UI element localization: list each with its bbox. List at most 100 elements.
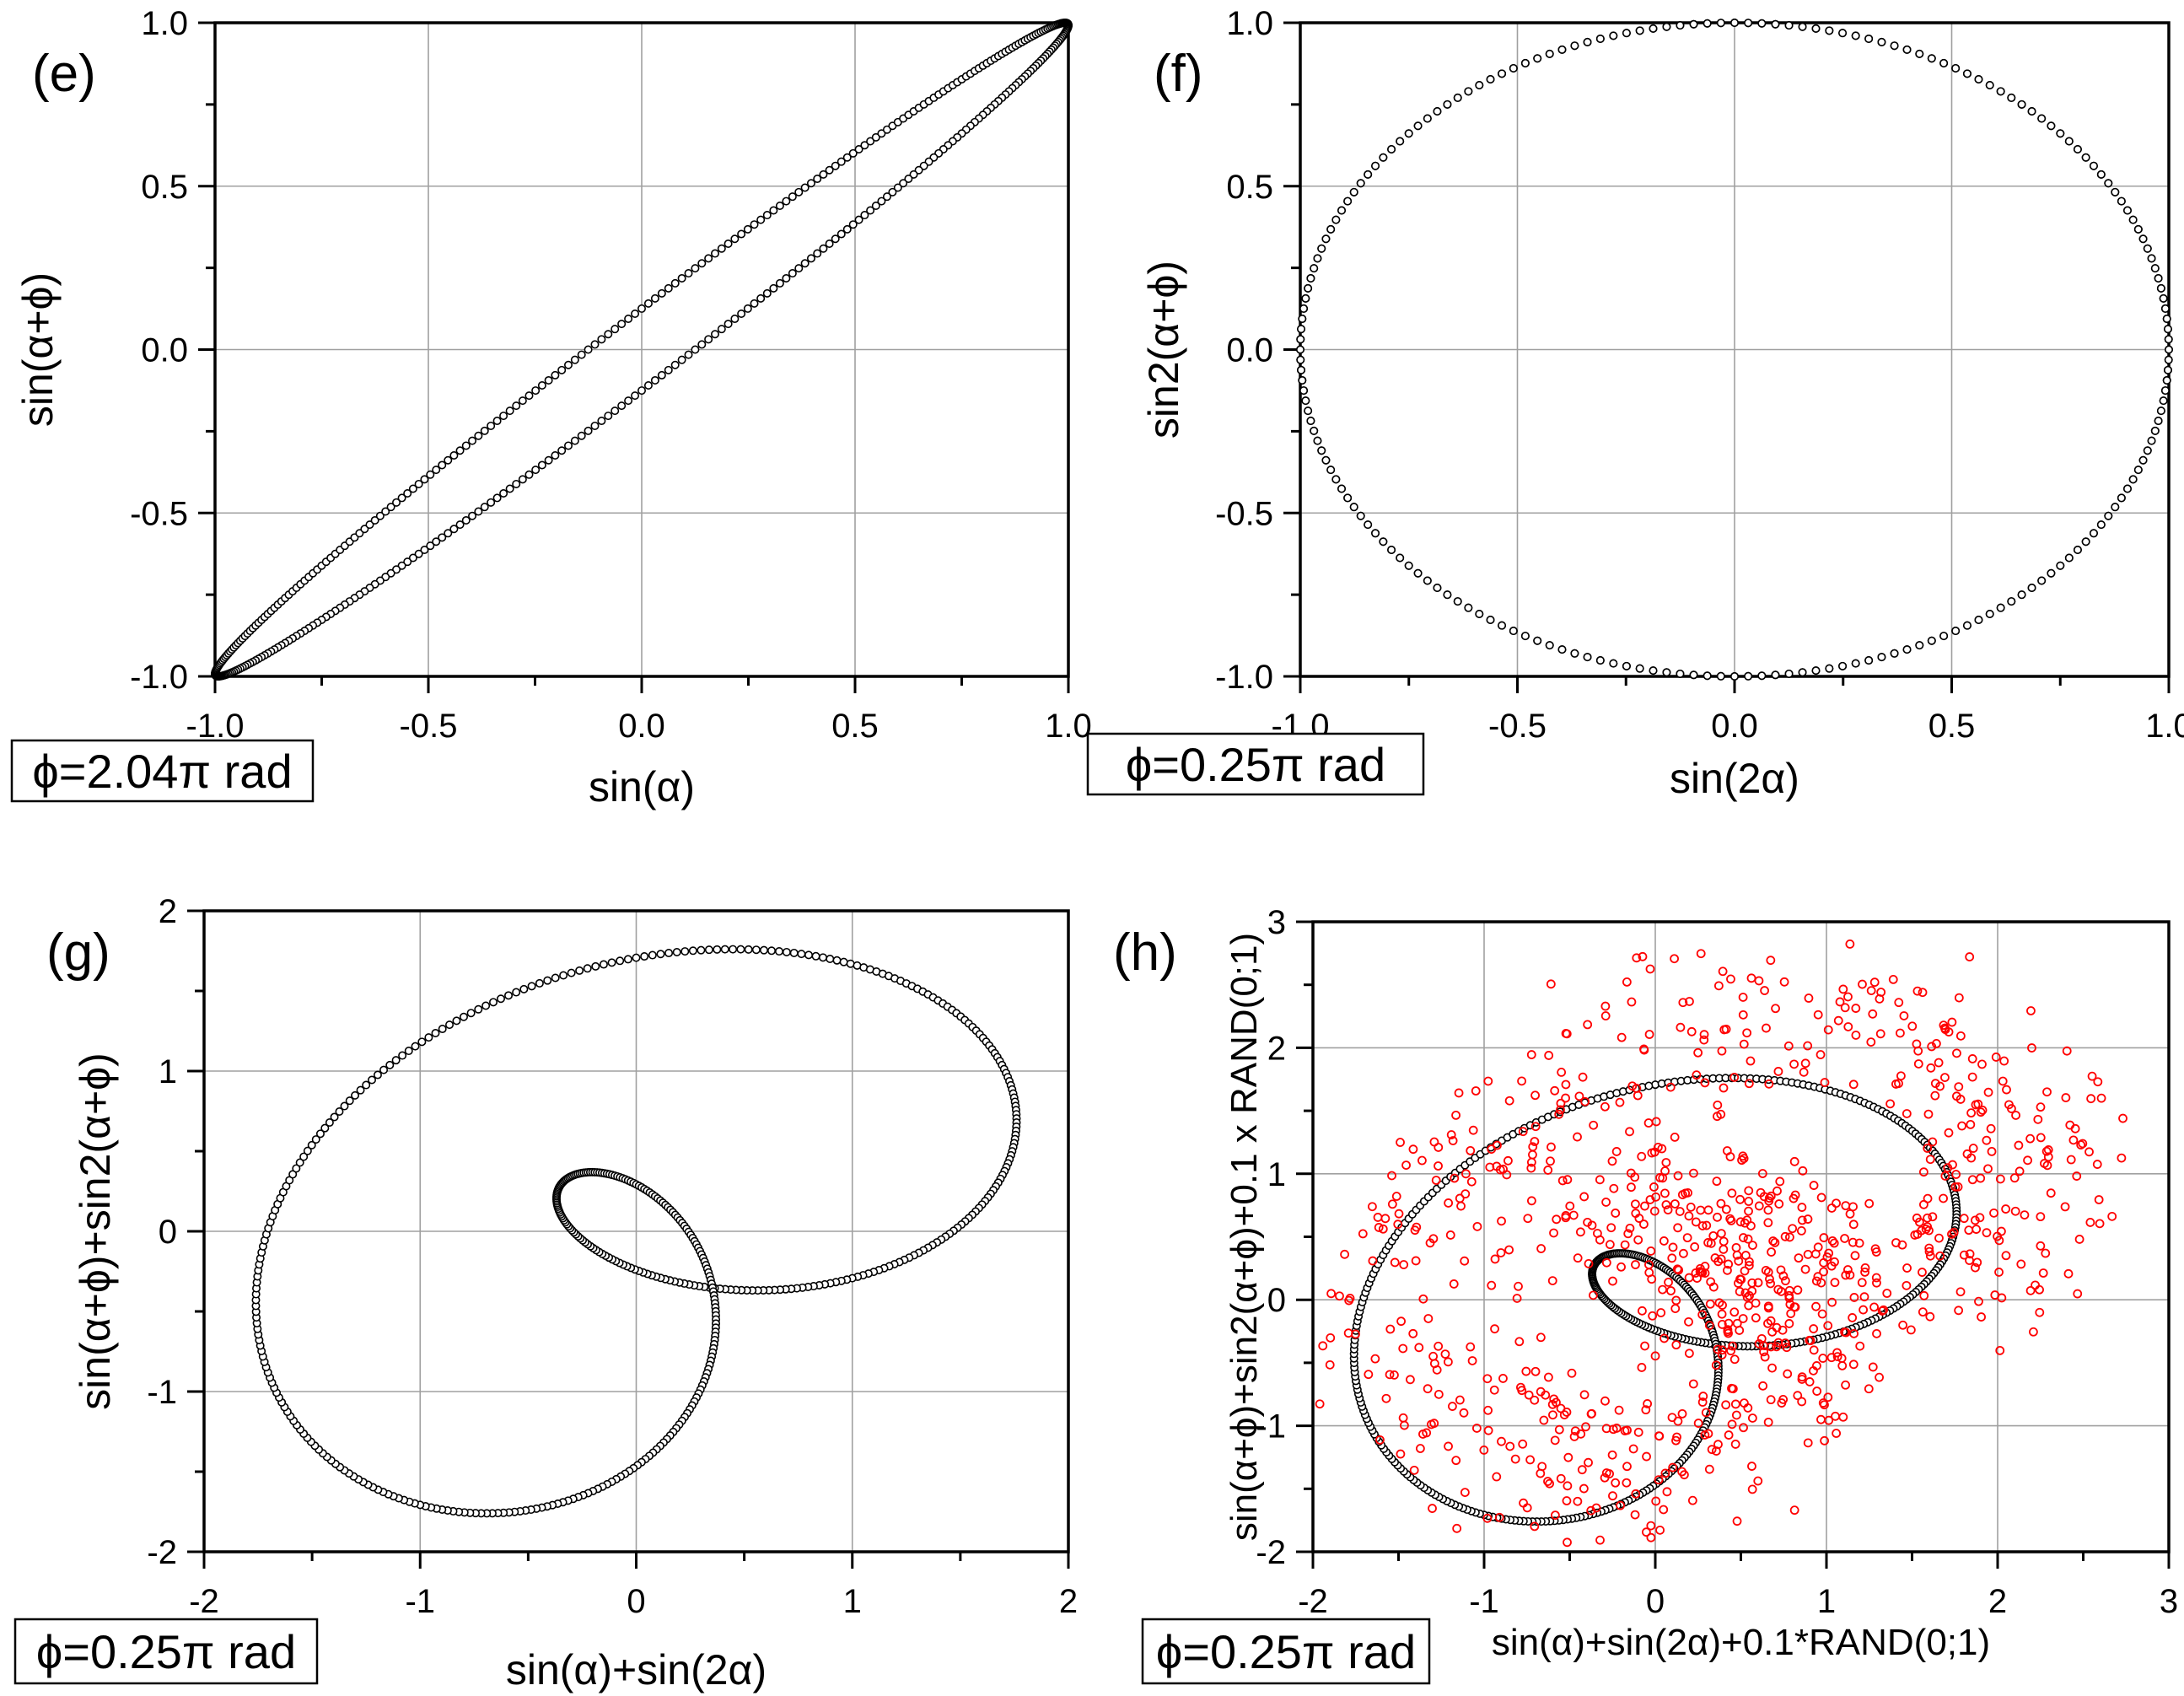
data-point — [1475, 81, 1484, 90]
data-point-noisy — [1368, 1202, 1377, 1212]
data-point-noisy — [1609, 1183, 1619, 1193]
data-point-noisy — [1655, 1525, 1665, 1535]
data-point — [704, 254, 713, 263]
data-point — [854, 144, 863, 153]
data-point-noisy — [1989, 1208, 1998, 1218]
data-point-noisy — [1744, 1261, 1754, 1270]
data-point — [2147, 254, 2156, 263]
data-point-noisy — [1455, 1193, 1465, 1203]
chart-panel: -2 -1 0 1 2 -2 -1 0 1 2 sin(α)+sin(2α) sin(α+ϕ)+sin… — [13, 893, 1078, 1693]
data-point-noisy — [1772, 1322, 1782, 1333]
data-point-noisy — [1536, 1244, 1547, 1253]
data-point-noisy — [1768, 1236, 1778, 1246]
data-point-noisy — [1816, 1050, 1826, 1059]
data-point — [1520, 632, 1530, 641]
data-point — [577, 350, 586, 359]
data-point — [762, 288, 772, 298]
data-point — [1475, 609, 1484, 618]
data-point — [1609, 659, 1618, 668]
data-point — [2154, 273, 2163, 283]
data-point-noisy — [1504, 1155, 1513, 1166]
data-point-noisy — [1568, 1210, 1579, 1220]
data-point-noisy — [1819, 1267, 1828, 1277]
data-point-noisy — [1939, 1020, 1949, 1031]
data-point — [624, 315, 633, 324]
data-point-noisy — [1543, 1477, 1552, 1486]
data-point — [1877, 653, 1886, 662]
phase-badge — [10, 739, 315, 803]
data-point — [717, 325, 726, 334]
data-point — [1570, 649, 1579, 658]
data-point — [468, 436, 477, 445]
data-point — [557, 446, 567, 455]
data-point-noisy — [1745, 1257, 1754, 1267]
data-point — [444, 455, 453, 465]
data-point-noisy — [1952, 1048, 1961, 1058]
data-point — [2156, 407, 2165, 416]
data-point-noisy — [1396, 1449, 1406, 1459]
data-point-noisy — [1627, 1182, 1636, 1193]
data-point-noisy — [1754, 1339, 1764, 1349]
data-point-noisy — [1497, 1216, 1506, 1226]
panel-label: (f) — [1154, 45, 1203, 103]
data-point — [1757, 671, 1767, 681]
data-point — [504, 991, 514, 1000]
data-point-noisy — [1483, 1076, 1493, 1086]
data-point-noisy — [1798, 1166, 1808, 1176]
data-point-noisy — [1396, 1316, 1407, 1327]
data-point-noisy — [1650, 1351, 1660, 1361]
data-point-noisy — [1446, 1130, 1456, 1139]
data-point-noisy — [1492, 1472, 1502, 1482]
data-point-noisy — [1622, 1478, 1632, 1488]
data-point — [2104, 511, 2113, 520]
data-point — [1371, 529, 1380, 538]
data-point-noisy — [1699, 1035, 1709, 1045]
series-curve — [1296, 18, 2174, 681]
data-point-noisy — [2025, 1133, 2036, 1144]
data-point — [1349, 187, 1358, 197]
data-point-noisy — [1649, 1147, 1660, 1157]
data-point-noisy — [1374, 1223, 1384, 1232]
data-point-noisy — [2016, 1259, 2026, 1269]
data-point-noisy — [1947, 1229, 1956, 1239]
data-point — [704, 335, 713, 344]
data-point-noisy — [1586, 1505, 1596, 1516]
data-point-noisy — [1684, 1349, 1694, 1359]
data-point-noisy — [1731, 1410, 1741, 1420]
data-point-noisy — [1902, 1263, 1912, 1273]
y-axis-label: sin(α+ϕ) — [14, 272, 62, 427]
data-point-noisy — [1530, 1366, 1541, 1376]
data-point — [871, 132, 880, 142]
data-point-noisy — [1573, 1253, 1583, 1263]
data-point-noisy — [1703, 1238, 1713, 1247]
data-point-noisy — [1760, 1352, 1770, 1362]
data-point-noisy — [2062, 1046, 2072, 1056]
data-point-noisy — [1607, 1450, 1617, 1460]
data-point-noisy — [1693, 1419, 1703, 1428]
data-point — [1356, 179, 1365, 188]
data-point-noisy — [2118, 1113, 2128, 1123]
data-point-noisy — [1848, 1237, 1858, 1247]
data-point-noisy — [1700, 1430, 1710, 1440]
data-point — [2165, 345, 2174, 354]
data-point-noisy — [1455, 1395, 1465, 1405]
data-point-noisy — [1451, 1456, 1461, 1466]
data-point — [710, 249, 719, 258]
data-point-noisy — [1431, 1176, 1441, 1185]
data-point — [2081, 537, 2090, 546]
data-point-noisy — [1966, 1108, 1977, 1118]
data-point — [597, 335, 606, 344]
data-point — [438, 1025, 447, 1034]
data-point — [362, 1080, 371, 1090]
data-point — [2089, 161, 2098, 170]
data-point-noisy — [1563, 1175, 1573, 1185]
data-point — [431, 1029, 440, 1038]
data-point-noisy — [1659, 1505, 1669, 1515]
data-point — [775, 202, 784, 211]
data-point-noisy — [1819, 1257, 1829, 1268]
data-point — [1498, 69, 1507, 78]
data-point-noisy — [1767, 1247, 1776, 1257]
data-point-noisy — [1894, 998, 1904, 1008]
data-point — [1317, 244, 1326, 253]
data-point-noisy — [1766, 1316, 1776, 1326]
